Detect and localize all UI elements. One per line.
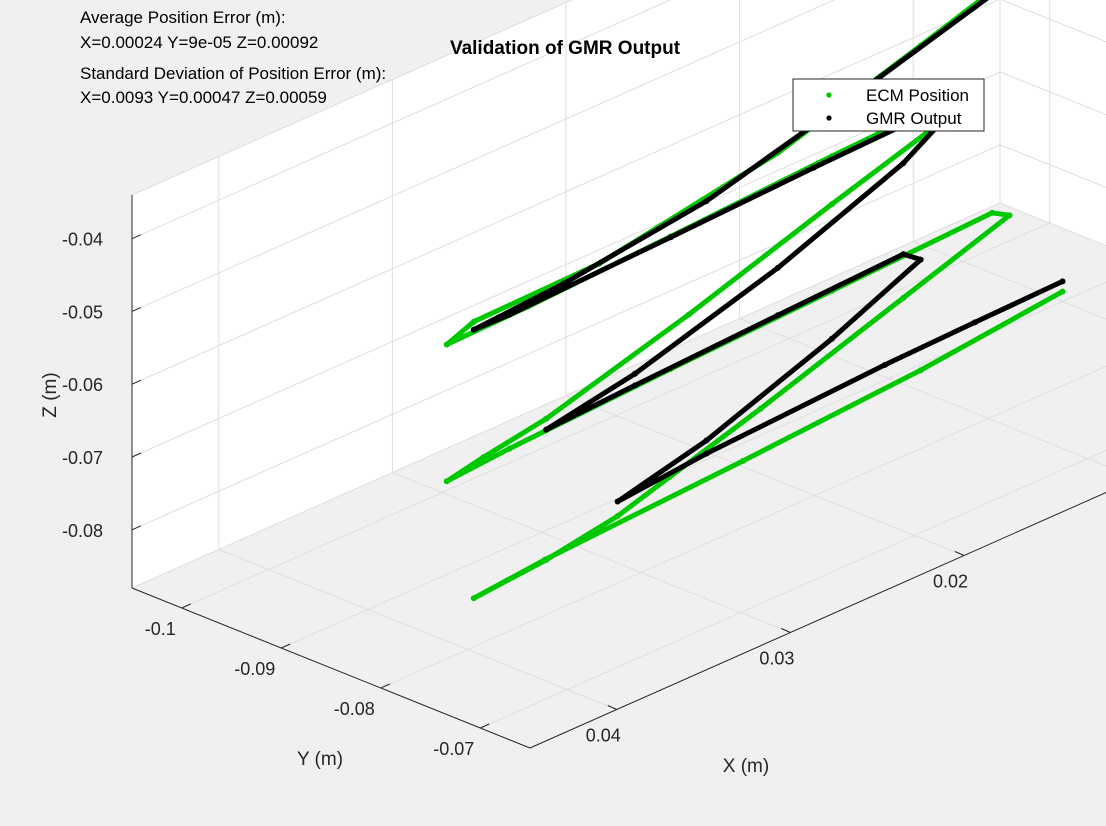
series-0-point-15 [480,454,487,461]
series-1-point-24 [971,319,978,326]
std-error-title: Standard Deviation of Position Error (m)… [80,64,386,83]
series-1-point-5 [470,326,477,333]
series-0-point-5 [470,318,477,325]
series-path-1 [471,0,1066,505]
y-tick-label-3: -0.07 [433,739,474,759]
y-axis-line [131,587,531,749]
x-tick-label-4: 0.04 [586,726,621,746]
series-0-point-13 [686,311,693,318]
series-0-point-21 [1006,212,1013,219]
y-tick-mark-0 [181,603,191,609]
chart-title: Validation of GMR Output [450,38,681,59]
grid-line-x-2-b [565,395,965,556]
series-0-point-20 [989,209,996,216]
z-tick-mark-3 [131,452,142,458]
series-1-point-6 [506,311,513,318]
series-0-point-30 [1059,288,1066,295]
series-1-point-13 [631,370,638,377]
grid-line-x-0-b [913,241,1106,320]
series-0-point-27 [542,556,549,563]
series-1-point-17 [900,251,907,258]
legend-box [792,78,985,132]
error-annotation: Average Position Error (m): X=0.00024 Y=… [80,8,386,107]
series-0-point-29 [917,367,924,374]
series-0-point-12 [828,201,835,208]
grid-floor-edge-x0 [999,202,1106,247]
series-1-point-18 [917,256,924,263]
legend-marker-gmr [826,115,832,121]
series-1-point-22 [703,450,710,457]
series-1-point-20 [703,437,710,444]
z-tick-label-2: -0.06 [62,375,103,395]
series-0-point-17 [506,445,513,452]
z-tick-label-1: -0.05 [62,302,103,322]
y-axis-label: Y (m) [297,749,343,770]
series-1-point-16 [774,312,781,319]
grid-line-y-2-b [380,365,1106,689]
z-tick-mark-2 [131,379,142,385]
grid-line-y-3-b [480,449,1106,729]
x-tick-mark-2 [954,551,965,556]
series-1-point-7 [667,234,674,241]
avg-error-title: Average Position Error (m): [80,8,286,27]
legend-label-ecm: ECM Position [866,86,969,105]
axes-3d[interactable]: 00.010.020.030.04-0.1-0.09-0.08-0.07-0.0… [62,0,1106,759]
z-tick-mark-1 [131,306,142,312]
z-tick-label-4: -0.08 [62,521,103,541]
series-1-point-3 [703,198,710,205]
series-0-point-28 [740,457,747,464]
grid-line-x-1-b [739,318,1106,467]
x-tick-label-2: 0.02 [933,572,968,592]
grid-line-z-2-b [1000,0,1106,43]
series-1-point-8 [810,164,817,171]
series-1-point-4 [560,280,567,287]
series-0-point-23 [757,405,764,412]
z-tick-mark-0 [131,234,142,240]
grid-line-x-3-b [392,472,791,633]
z-tick-label-0: -0.04 [62,230,103,250]
y-tick-label-1: -0.09 [234,659,275,679]
series-1-point-12 [774,264,781,271]
y-tick-mark-1 [281,643,291,649]
x-tick-mark-4 [607,705,618,710]
z-tick-mark-4 [131,525,142,531]
series-1-point-25 [1059,278,1066,285]
grid-line-z-3-b [999,71,1106,116]
x-tick-label-3: 0.03 [759,649,794,669]
series-0-point-16 [443,478,450,485]
legend-label-gmr: GMR Output [866,109,962,128]
y-tick-label-0: -0.1 [145,619,176,639]
grid-line-y-1-b [281,281,1106,649]
series-1-point-14 [543,426,550,433]
series-1-point-19 [828,335,835,342]
std-error-values: X=0.0093 Y=0.00047 Z=0.00059 [80,88,327,107]
grid-line-z-4-b [999,144,1106,188]
series-1-point-11 [900,160,907,167]
z-tick-label-3: -0.07 [62,448,103,468]
series-0-point-26 [470,595,477,602]
series-0-point-22 [900,294,907,301]
grid-line-x-4-b [218,549,617,710]
tick-labels: 00.010.020.030.04-0.1-0.09-0.08-0.07-0.0… [62,230,968,759]
z-axis-label: Z (m) [40,372,61,417]
y-tick-label-2: -0.08 [334,699,375,719]
grid-lines [131,0,1106,729]
series-0-point-24 [614,513,621,520]
series-0-point-14 [543,415,550,422]
legend[interactable]: ECM Position GMR Output [792,78,985,132]
series-1-point-21 [614,498,621,505]
grid-line-y-0-b [181,222,1050,609]
x-tick-mark-3 [781,628,791,633]
x-axis-label: X (m) [723,756,769,777]
y-tick-mark-2 [380,683,390,689]
legend-marker-ecm [826,92,832,98]
avg-error-values: X=0.00024 Y=9e-05 Z=0.00092 [80,33,318,52]
y-tick-mark-3 [480,723,490,729]
series-0-point-6 [443,341,450,348]
series-1-point-23 [881,361,888,368]
series-1-point-15 [631,382,638,389]
